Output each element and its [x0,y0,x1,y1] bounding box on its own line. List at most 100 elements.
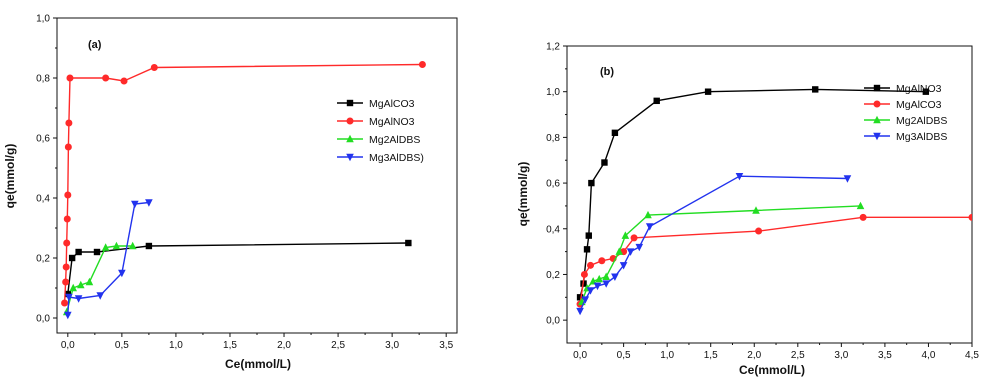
data-point [968,213,972,221]
y-tick-label: 1,0 [546,87,560,98]
x-tick-label: 2,0 [747,350,761,361]
series-mg3aldbs [576,173,852,316]
data-point [586,287,595,295]
data-point [576,307,584,316]
x-tick-label: 4,5 [965,350,979,361]
y-tick-label: 1,0 [36,14,50,25]
legend-entry: MgAlNO3 [337,116,415,128]
legend-label: MgAlNO3 [896,83,942,95]
data-point [64,191,72,199]
series-line [66,245,133,313]
data-point [76,280,85,289]
legend-marker [346,99,354,107]
data-point [61,299,69,307]
data-point [602,272,610,280]
x-tick-label: 4,0 [921,350,935,361]
panel-a: 0,0 0,5 1,0 1,5 2,0 2,5 3,0 3,5 0,0 0,2 0,4 0,6 0,8 1… [3,14,458,371]
series-mgalco3 [576,213,972,308]
legend-entry: MgAlCO3 [864,99,942,111]
legend-entry: MgAlCO3 [337,98,415,110]
data-point [755,227,763,235]
legend-label: Mg2AlDBS [369,134,420,146]
y-tick-label: 0,4 [36,194,50,205]
data-point [62,263,70,271]
data-point [102,74,110,82]
y-tick-label: 0,2 [546,270,560,281]
y-tick-label: 0,6 [546,179,560,190]
data-point [601,159,608,166]
data-point [645,223,654,231]
x-axis-label: Ce(mmol/L) [739,363,805,377]
y-axis-label: qe(mmol/g) [3,144,17,209]
legend-label: MgAlCO3 [369,98,415,110]
x-tick-label: 0,5 [617,350,631,361]
data-point [704,88,712,95]
data-point [118,269,126,278]
data-point [580,270,588,278]
data-point [621,231,630,239]
data-point [65,293,73,302]
data-point [644,210,652,219]
data-point [74,295,83,303]
data-point [593,282,602,291]
data-point [145,199,153,207]
data-point [96,292,105,300]
data-point [585,232,592,239]
data-point [62,278,70,286]
data-point [812,86,819,93]
x-tick-label: 1,5 [704,350,718,361]
data-point [64,143,72,151]
legend-entry: Mg2AlDBS [864,115,947,127]
legend-entry: MgAlNO3 [864,83,942,95]
plot-frame [566,45,973,344]
data-point [75,248,82,256]
series-mgalno3 [61,61,426,307]
data-point [843,175,852,183]
legend-entry: Mg3AlDBS) [337,152,424,164]
x-tick-label: 1,5 [223,340,237,351]
x-axis-label: Ce(mmol/L) [225,357,291,371]
data-point [120,77,128,85]
x-tick-label: 0,0 [61,340,75,351]
series-mgalno3 [576,86,930,301]
data-point [859,213,867,221]
data-point [589,277,597,285]
y-tick-label: 0,6 [36,134,50,145]
x-tick-label: 3,5 [878,350,892,361]
y-tick-label: 0,8 [36,74,50,85]
legend-label: Mg2AlDBS [896,115,947,127]
data-point [101,243,110,251]
x-tick-label: 2,0 [277,340,291,351]
data-point [581,296,590,304]
data-point [611,129,619,137]
y-tick-label: 0,4 [546,224,560,235]
data-point [735,173,744,181]
x-tick-label: 0,0 [573,350,587,361]
y-tick-label: 0,0 [546,316,560,327]
data-point [150,64,158,71]
data-point [85,277,94,286]
data-point [64,311,72,320]
data-point [131,200,139,209]
legend-entry: Mg2AlDBS [337,134,420,146]
legend-label: MgAlNO3 [369,116,415,128]
data-point [588,179,595,187]
legend-entry: Mg3AlDBS [864,131,947,143]
data-point [856,201,865,210]
data-point [619,262,628,270]
x-tick-label: 0,5 [115,340,129,351]
legend-marker [873,84,881,92]
data-point [615,247,624,255]
y-tick-label: 0,2 [36,254,50,265]
data-point [65,119,73,127]
x-tick-label: 3,0 [834,350,848,361]
x-tick-label: 1,0 [169,340,183,351]
data-point [93,248,101,256]
data-point [635,243,644,252]
data-point [626,248,635,256]
legend-marker [346,153,354,162]
data-point [66,74,74,82]
series-line [579,216,972,305]
